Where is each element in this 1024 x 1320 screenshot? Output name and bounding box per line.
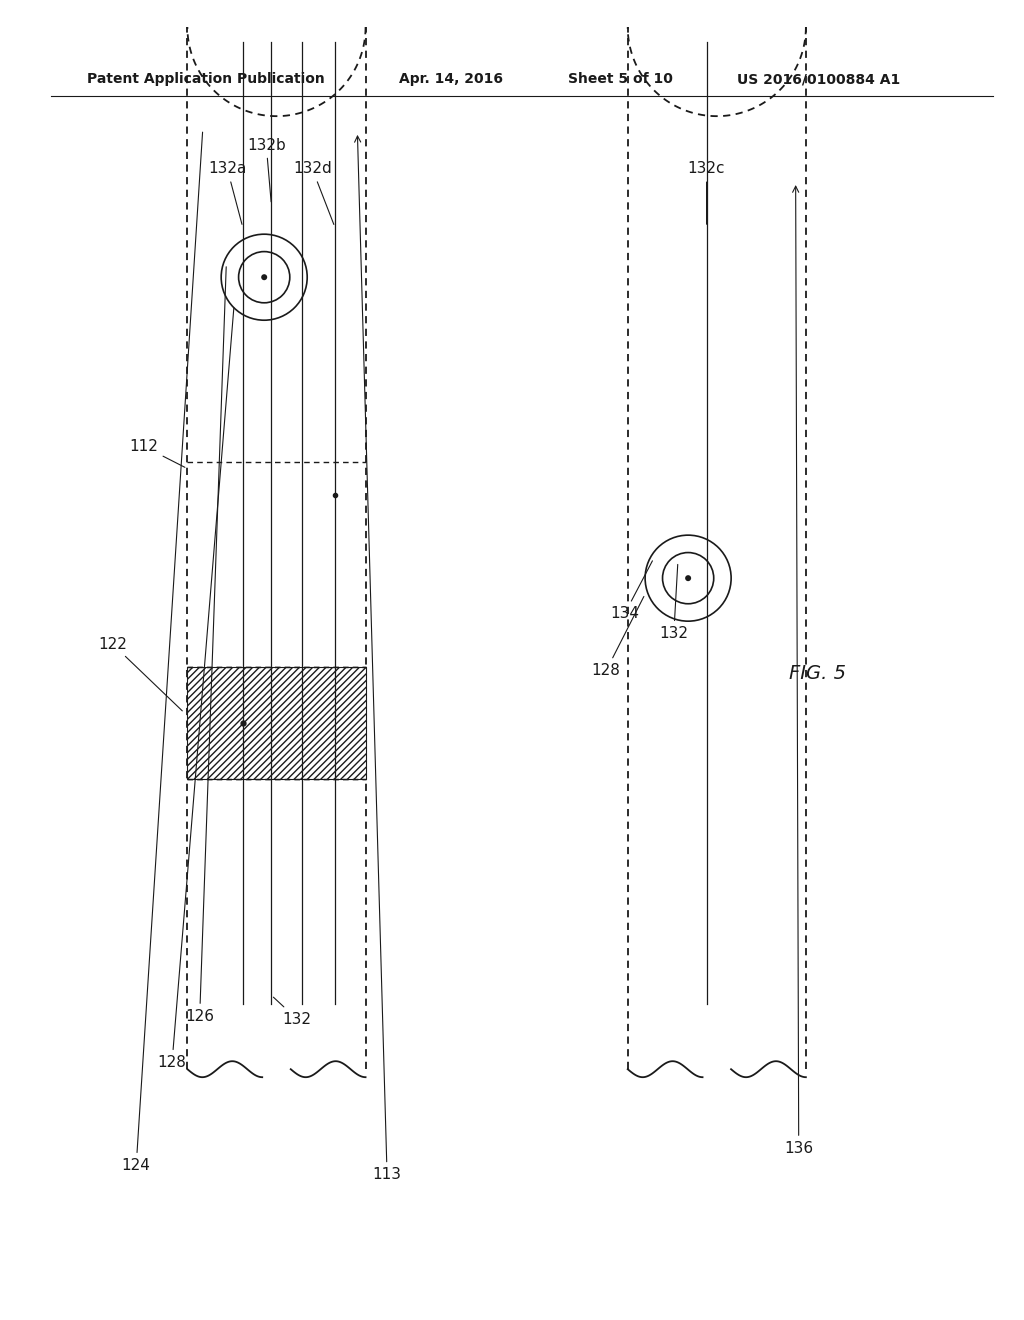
Circle shape (261, 275, 267, 280)
Text: 124: 124 (122, 132, 203, 1173)
Text: 132a: 132a (208, 161, 247, 224)
Text: 128: 128 (592, 597, 644, 678)
Text: 122: 122 (98, 636, 182, 711)
Text: 134: 134 (610, 561, 652, 622)
Text: Patent Application Publication: Patent Application Publication (87, 73, 325, 86)
Text: FIG. 5: FIG. 5 (788, 664, 846, 682)
Text: 126: 126 (185, 267, 226, 1024)
Text: 132: 132 (273, 997, 311, 1027)
Text: 112: 112 (129, 438, 185, 467)
Text: Apr. 14, 2016: Apr. 14, 2016 (399, 73, 504, 86)
Bar (187, 667, 366, 779)
Text: 132d: 132d (293, 161, 334, 224)
Text: 128: 128 (158, 308, 233, 1071)
Text: 132: 132 (659, 565, 688, 642)
Text: 136: 136 (784, 186, 813, 1156)
Circle shape (685, 576, 691, 581)
Text: 113: 113 (354, 136, 401, 1183)
Text: US 2016/0100884 A1: US 2016/0100884 A1 (737, 73, 900, 86)
Text: 132b: 132b (247, 137, 286, 202)
Text: Sheet 5 of 10: Sheet 5 of 10 (568, 73, 673, 86)
Text: 132c: 132c (688, 161, 725, 224)
